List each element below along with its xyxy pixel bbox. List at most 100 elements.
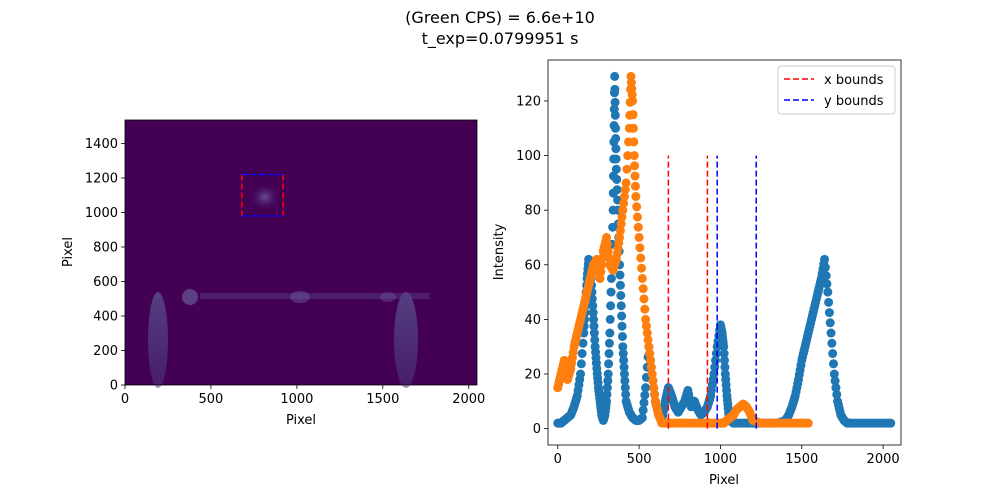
image-y-axis-label: Pixel [61,237,76,267]
scatter-point [588,301,598,311]
scatter-y-tick-label: 80 [524,204,541,219]
scatter-point [618,349,628,359]
scatter-point [617,212,627,222]
scatter-point [622,164,632,174]
scatter-point [636,253,646,263]
scatter-x-tick-label: 1000 [704,452,737,467]
scatter-point [603,246,613,256]
scatter-point [649,383,659,393]
scatter-point [578,338,588,348]
scatter-point [639,294,649,304]
image-y-tick-label: 800 [93,240,118,255]
scatter-point [615,232,625,242]
scatter-point [828,349,838,359]
image-y-tick-label: 0 [110,379,118,394]
scatter-point [597,260,607,270]
scatter-point [637,263,647,273]
right-streak [394,292,418,388]
scatter-point [576,369,586,379]
image-x-tick-label: 1500 [366,392,399,407]
scatter-point [630,181,640,191]
scatter-point [641,314,651,324]
scatter-point [831,383,841,393]
scatter-x-tick-label: 500 [627,452,652,467]
scatter-point [615,226,625,236]
scatter-y-tick-label: 0 [533,422,541,437]
scatter-point [635,243,645,253]
scatter-point [619,355,629,365]
scatter-point [610,97,620,107]
scatter-point [604,359,614,369]
scatter-point [590,335,600,345]
scatter-point [610,110,620,120]
image-x-tick-label: 0 [121,392,129,407]
scatter-point [640,304,650,314]
scatter-point [619,369,629,379]
scatter-point [720,362,730,372]
scatter-y-tick-label: 40 [524,313,541,328]
image-x-axis-label: Pixel [286,413,316,428]
scatter-point [617,321,627,331]
scatter-point [589,321,599,331]
scatter-point [602,389,612,399]
image-x-tick-label: 500 [199,392,224,407]
scatter-point [604,253,614,263]
scatter-point [803,418,813,428]
scatter-point [646,362,656,372]
scatter-point [617,311,627,321]
scatter-point [618,205,628,215]
scatter-point [619,362,629,372]
image-y-tick-label: 200 [93,344,118,359]
image-background [125,120,477,385]
scatter-x-tick-label: 1500 [785,452,818,467]
scatter-x-tick-label: 2000 [867,452,900,467]
scatter-point [641,321,651,331]
scatter-point [637,273,647,283]
scatter-point [645,355,655,365]
scatter-point [628,123,638,133]
scatter-point [709,369,719,379]
scatter-y-tick-label: 60 [524,258,541,273]
scatter-point [886,418,896,428]
scatter-point [650,389,660,399]
scatter-point [620,383,630,393]
scatter-point [631,192,641,202]
image-frame [124,119,478,386]
scatter-point [638,405,648,415]
scatter-point [629,137,639,147]
scatter-point [647,369,657,379]
scatter-point [632,212,642,222]
scatter-axis-ticks: 0 500 1000 1500 2000 0 20 40 60 80 100 120 [516,94,899,467]
scatter-point [621,389,631,399]
scatter-point [610,71,620,81]
scatter-point [820,263,830,273]
scatter-point [611,134,621,144]
scatter-point [642,328,652,338]
image-y-tick-label: 1200 [85,171,118,186]
scatter-point [633,222,643,232]
scatter-point [602,396,612,406]
scatter-point [602,239,612,249]
legend-label-y-bounds: y bounds [824,94,884,109]
scatter-y-tick-label: 100 [516,149,541,164]
scatter-point [824,308,834,318]
scatter-point [821,271,831,281]
scatter-point [616,291,626,301]
legend-box [777,65,896,115]
legend-label-x-bounds: x bounds [824,73,884,88]
scatter-point [611,144,621,154]
figure-subtitle: t_exp=0.0799951 s [421,29,579,48]
scatter-point [648,376,658,386]
scatter-point [720,355,729,365]
scatter-point [577,349,587,359]
scatter-point [620,185,630,195]
scatter-point [623,151,633,161]
scatter-point [610,84,620,94]
scatter-point [719,349,729,359]
scatter-y-tick-label: 20 [524,368,541,383]
image-y-tick-label: 1400 [85,137,118,152]
scatter-point [619,192,629,202]
scatter-point [617,331,627,341]
scatter-x-tick-label: 0 [554,452,562,467]
